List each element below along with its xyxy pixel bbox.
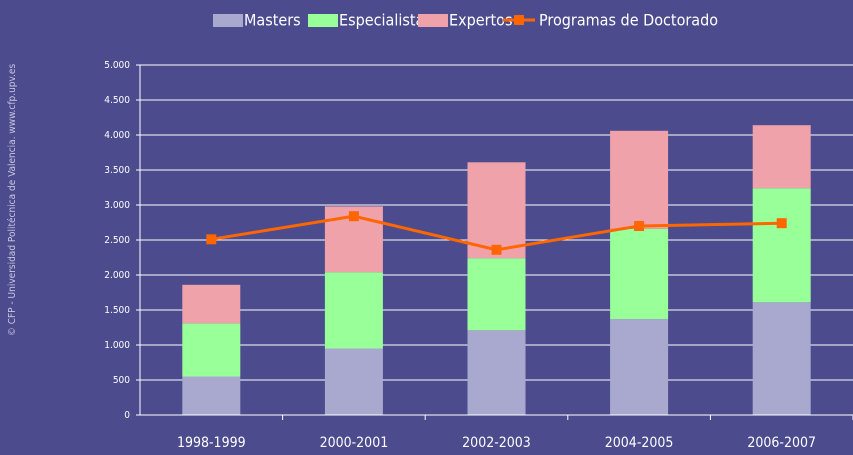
x-tick-label: 2002-2003 — [462, 435, 531, 451]
legend-label: Expertos — [449, 11, 512, 30]
y-tick-label: 3.500 — [104, 165, 130, 176]
legend-label: Programas de Doctorado — [539, 11, 718, 30]
line-marker — [206, 234, 217, 245]
bar-segment — [752, 302, 811, 415]
y-tick-label: 4.000 — [104, 130, 130, 141]
y-tick-label: 1.000 — [104, 340, 130, 351]
bar-segment — [752, 188, 811, 303]
bar-segment — [610, 130, 669, 229]
legend-label: Especialistas — [339, 11, 432, 30]
y-tick-label: 0 — [124, 410, 130, 421]
bar-segment — [324, 272, 383, 349]
x-tick-label: 2004-2005 — [605, 435, 674, 451]
legend-marker — [514, 15, 524, 25]
bar-segment — [182, 284, 241, 324]
legend-swatch — [308, 14, 338, 27]
bar-segment — [182, 376, 241, 415]
bar-segment — [467, 258, 526, 331]
bar-segment — [324, 348, 383, 415]
legend-label: Masters — [244, 11, 301, 30]
bar-segment — [610, 228, 669, 320]
bar-segment — [182, 323, 241, 377]
y-tick-label: 3.000 — [104, 200, 130, 211]
bar-segment — [467, 162, 526, 259]
legend-swatch — [213, 14, 243, 27]
y-tick-label: 2.500 — [104, 235, 130, 246]
y-tick-label: 4.500 — [104, 95, 130, 106]
line-marker — [491, 244, 502, 255]
x-tick-label: 1998-1999 — [177, 435, 246, 451]
bar-segment — [752, 125, 811, 189]
bar-segment — [610, 319, 669, 415]
legend-swatch — [418, 14, 448, 27]
y-tick-label: 500 — [113, 375, 130, 386]
line-marker — [776, 218, 787, 229]
bar-segment — [467, 330, 526, 415]
y-tick-label: 1.500 — [104, 305, 130, 316]
line-marker — [348, 211, 359, 222]
line-marker — [634, 221, 645, 231]
y-tick-label: 2.000 — [104, 270, 130, 281]
x-tick-label: 2006-2007 — [747, 435, 816, 451]
y-tick-label: 5.000 — [104, 60, 130, 71]
x-tick-label: 2000-2001 — [320, 435, 389, 451]
source: © CFP - Universidad Politécnica de Valen… — [6, 64, 18, 337]
